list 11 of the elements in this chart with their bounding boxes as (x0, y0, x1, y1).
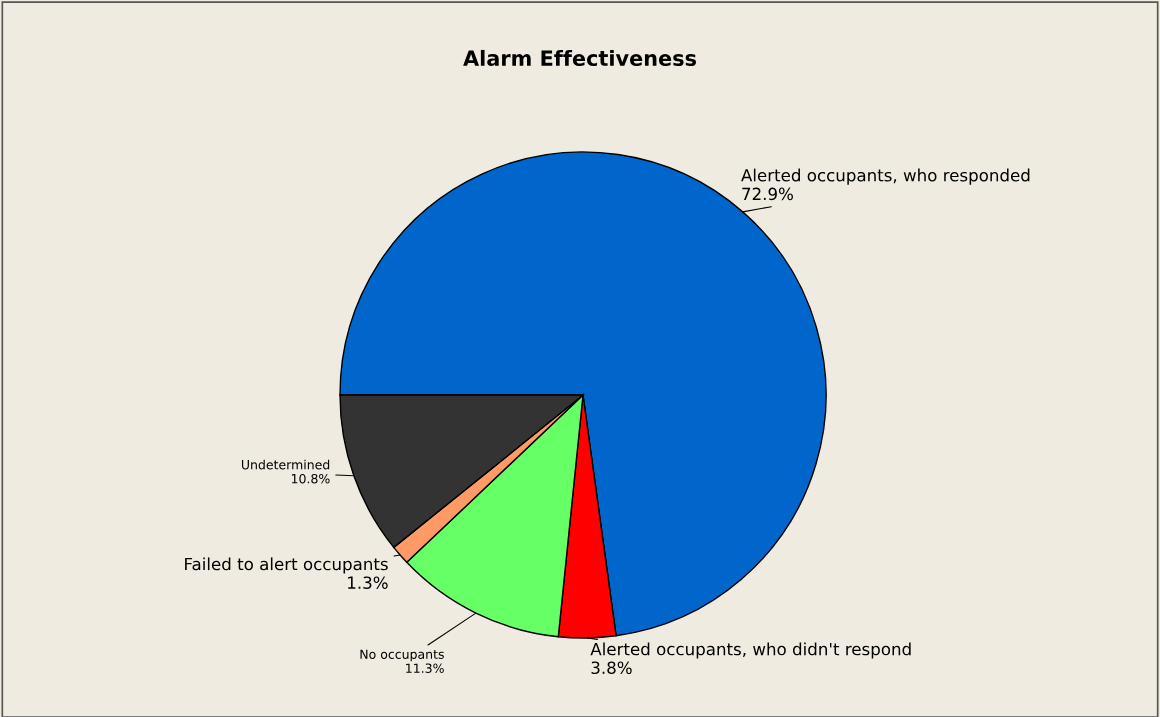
data-label: 72.9% (742, 187, 793, 201)
slice-label: Alerted occupants, who didn't respond (590, 642, 911, 659)
data-label: 11.3% (406, 663, 444, 673)
slice-label: Undetermined (241, 459, 330, 470)
data-label: 1.3% (348, 576, 388, 589)
chart-title: Alarm Effectiveness (463, 49, 696, 67)
slice-label: Alerted occupants, who responded (741, 168, 1030, 185)
data-label: 3.8% (591, 661, 632, 675)
slice-label: No occupants (360, 649, 444, 662)
data-label: 10.8% (291, 473, 330, 484)
slice-label: Failed to alert occupants (185, 557, 388, 574)
